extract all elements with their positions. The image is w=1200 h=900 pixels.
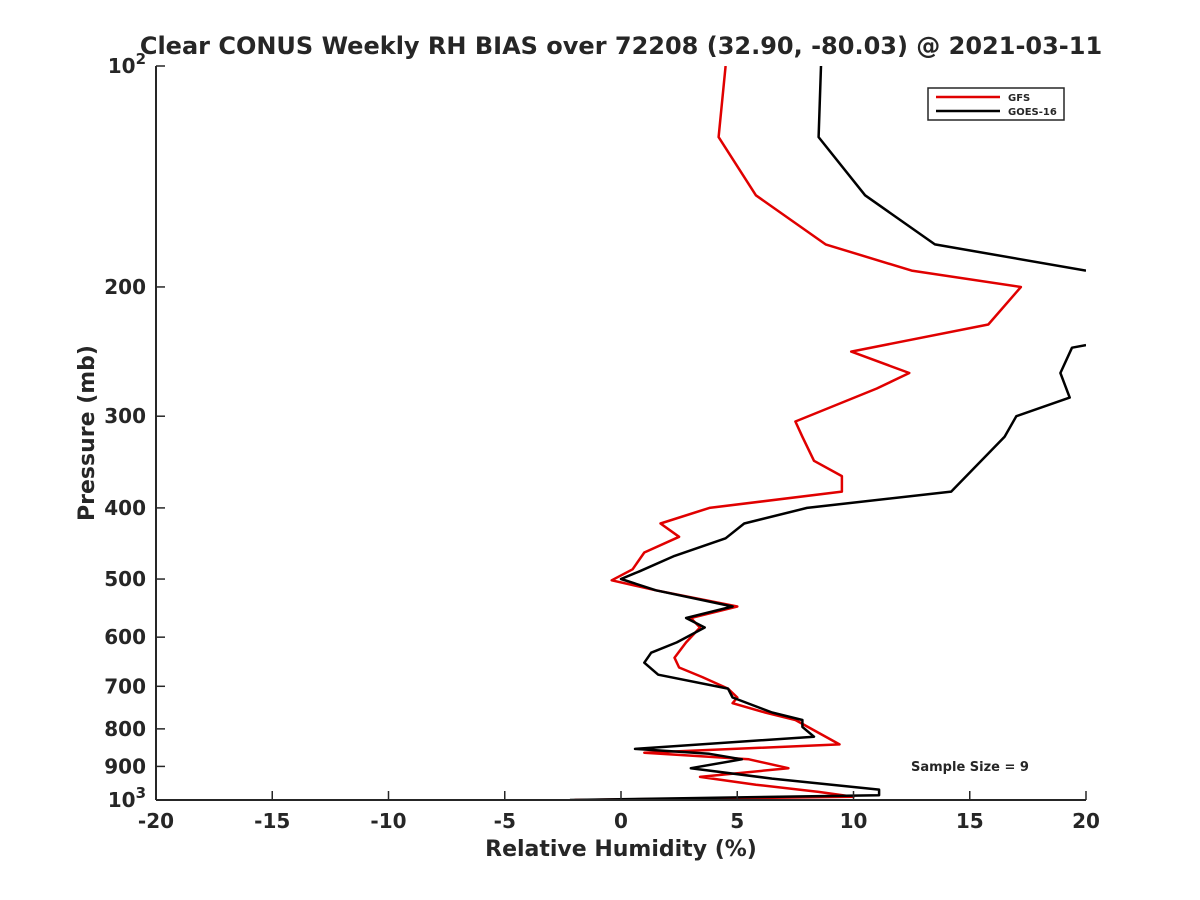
y-tick-label: 200	[104, 275, 146, 299]
x-tick-label: -10	[370, 809, 406, 833]
x-tick-label: 0	[614, 809, 628, 833]
y-tick-label: 700	[104, 674, 146, 698]
y-tick-group: 102 200 300 400 500 600 700 800 900 103	[104, 50, 165, 812]
legend: GFS GOES-16	[927, 87, 1065, 121]
x-tick-label: 5	[730, 809, 744, 833]
y-axis-title: Pressure (mb)	[75, 345, 100, 521]
plot-area	[156, 66, 1086, 800]
y-tick-label: 300	[104, 404, 146, 428]
x-axis-title: Relative Humidity (%)	[485, 837, 757, 862]
y-tick-label: 103	[108, 784, 146, 812]
legend-label-goes16: GOES-16	[1008, 107, 1057, 118]
x-tick-group: -20 -15 -10 -5 0 5 10 15 20	[138, 791, 1100, 833]
y-tick-label: 400	[104, 496, 146, 520]
legend-box	[927, 87, 1065, 121]
legend-label-gfs: GFS	[1008, 93, 1030, 104]
y-tick-label: 500	[104, 567, 146, 591]
series-layer	[569, 66, 1086, 800]
x-tick-label: 15	[956, 809, 984, 833]
y-tick-label: 102	[108, 50, 146, 78]
x-tick-label: 10	[840, 809, 868, 833]
y-tick-label: 900	[104, 754, 146, 778]
y-tick-label: 600	[104, 625, 146, 649]
x-tick-label: -15	[254, 809, 290, 833]
y-tick-label: 800	[104, 717, 146, 741]
chart-title: Clear CONUS Weekly RH BIAS over 72208 (3…	[140, 32, 1102, 60]
x-tick-label: -20	[138, 809, 174, 833]
sample-size-annotation: Sample Size = 9	[911, 760, 1029, 775]
x-tick-label: 20	[1072, 809, 1100, 833]
x-tick-label: -5	[494, 809, 516, 833]
series-line-goes-16	[569, 66, 1086, 800]
